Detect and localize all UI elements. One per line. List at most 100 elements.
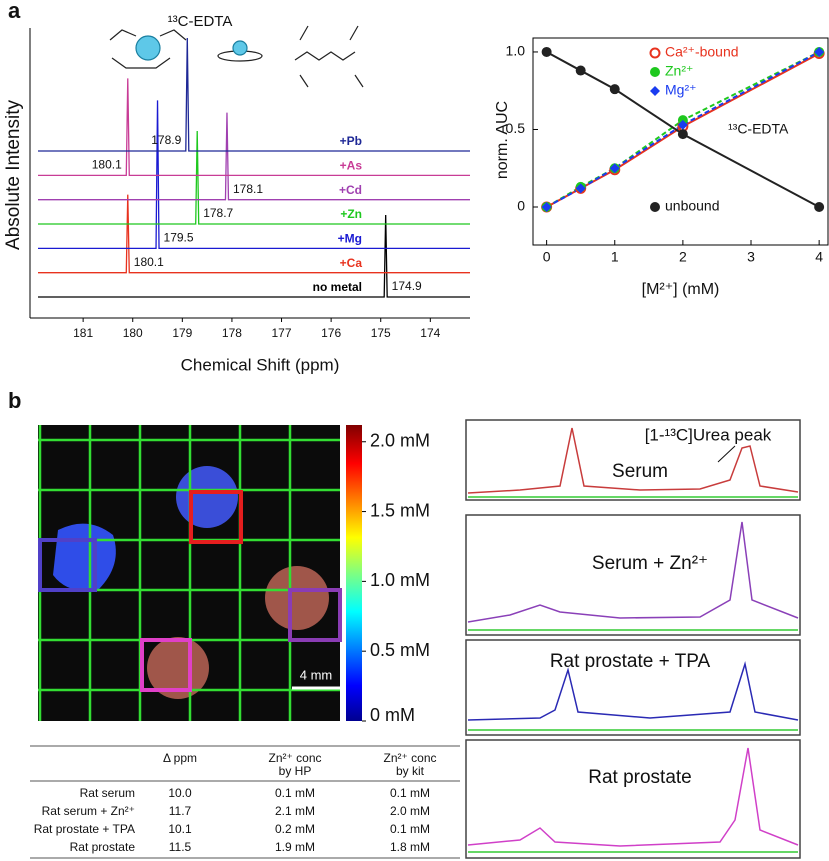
data-point [575,183,586,194]
table-cell: 11.5 [169,840,192,854]
table-header: Zn²⁺ conc [268,751,321,765]
peak-label: 179.5 [164,231,194,245]
peak-label: 178.1 [233,182,263,196]
table-cell: 0.1 mM [390,822,430,836]
legend-label: Zn²⁺ [665,63,693,79]
x-tick-label: 181 [73,326,93,340]
y-tick-label: 0.5 [506,120,526,136]
trace-label: +Mg [338,232,362,246]
spectrum-peak [38,38,470,152]
table-header: by kit [396,764,425,778]
spectrum-peak [38,100,470,249]
table-cell: Rat serum + Zn²⁺ [42,804,135,818]
spectrum-peak [38,112,470,201]
spectrum-label: Serum [612,461,668,482]
table-cell: 0.1 mM [390,786,430,800]
panel-label: b [8,388,21,413]
table-cell: 10.0 [168,786,192,800]
plot-frame [532,37,829,246]
scale-bar-label: 4 mm [300,667,333,682]
table-cell: 1.8 mM [390,840,430,854]
data-point [541,202,552,213]
x-tick-label: 176 [321,326,341,340]
legend-marker [650,67,660,77]
data-point [575,65,586,76]
spectrum-label: Serum + Zn²⁺ [592,553,708,574]
data-point [677,119,688,130]
table-cell: Rat prostate [70,840,136,854]
data-point [609,163,620,174]
y-tick-label: 0 [517,198,525,214]
annotation: ¹³C-EDTA [728,121,789,137]
peak-label: 178.9 [151,133,181,147]
spectrum-peak [38,194,470,274]
table-header: by HP [279,764,312,778]
table-cell: Rat serum [80,786,135,800]
x-tick-label: 3 [747,249,755,265]
spectrum-peak [38,78,470,176]
spectrum-annotation: [1-¹³C]Urea peak [645,425,772,444]
trace-label: +Cd [339,183,362,197]
table-cell: 10.1 [168,822,192,836]
table-cell: 0.1 mM [275,786,315,800]
mri-image [38,425,342,721]
spectrum-peak [38,214,470,298]
y-axis-label: norm. AUC [494,101,511,179]
table-cell: 2.0 mM [390,804,430,818]
legend-marker [650,202,660,212]
x-tick-label: 177 [272,326,292,340]
legend-label: Ca²⁺-bound [665,44,739,60]
colorbar-label: 0 mM [370,705,415,725]
fit-line [546,51,820,208]
chart-title: ¹³C-EDTA [168,13,233,30]
x-tick-label: 175 [371,326,391,340]
trace-label: +As [340,159,363,173]
peak-label: 180.1 [92,158,122,172]
x-tick-label: 179 [172,326,192,340]
spectrum-peak [38,130,470,225]
spectrum-label: Rat prostate [588,767,692,788]
legend-marker [649,47,661,59]
data-point [609,84,620,95]
peak-label: 174.9 [392,279,422,293]
legend-marker [650,86,660,96]
spectrum-label: Rat prostate + TPA [550,651,711,672]
data-point [541,46,552,57]
x-tick-label: 0 [543,249,551,265]
table-header: Δ ppm [163,751,197,765]
chelate-schematic [109,25,364,88]
table-cell: 0.2 mM [275,822,315,836]
colorbar-label: 0.5 mM [370,640,430,660]
data-point [814,46,825,57]
small-spectra [465,419,801,859]
trace-label: +Pb [340,134,362,148]
colorbar [346,425,362,721]
y-tick-label: 1.0 [506,43,526,59]
peak-label: 178.7 [203,206,233,220]
data-point [814,202,825,213]
colorbar-label: 2.0 mM [370,431,430,451]
x-tick-label: 4 [815,249,823,265]
colorbar-label: 1.5 mM [370,500,430,520]
x-tick-label: 1 [611,249,619,265]
legend-label: unbound [665,198,720,214]
trace-label: +Zn [340,207,362,221]
table-cell: 1.9 mM [275,840,315,854]
x-axis-label: [M²⁺] (mM) [642,281,720,298]
table-header: Zn²⁺ conc [383,751,436,765]
trace-label: +Ca [340,256,363,270]
x-tick-label: 2 [679,249,687,265]
trace-label: no metal [313,280,362,294]
table-cell: 2.1 mM [275,804,315,818]
x-tick-label: 180 [123,326,143,340]
peak-label: 180.1 [134,255,164,269]
y-axis-label: Absolute Intensity [3,100,24,250]
x-axis-label: Chemical Shift (ppm) [181,355,340,374]
table-cell: 11.7 [169,804,192,818]
panel-label: a [8,0,21,23]
x-tick-label: 174 [420,326,440,340]
table-cell: Rat prostate + TPA [34,822,135,836]
colorbar-label: 1.0 mM [370,570,430,590]
